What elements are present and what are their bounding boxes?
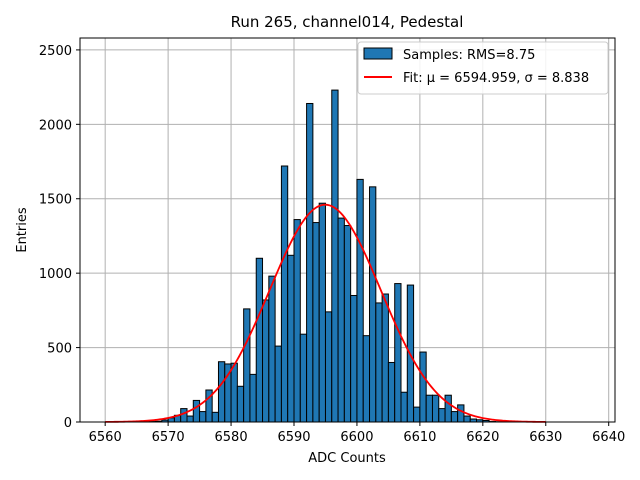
legend-frame (357, 41, 609, 95)
x-axis-label: ADC Counts (308, 451, 386, 466)
histogram-bar (211, 411, 219, 423)
legend-label-samples: Samples: RMS=8.75 (403, 48, 535, 63)
histogram-bar (236, 385, 245, 423)
x-tick-label: 6560 (89, 430, 122, 445)
histogram-bar (312, 222, 320, 423)
histogram-bar (444, 394, 452, 423)
histogram-bar (419, 351, 427, 423)
histogram-bar (262, 299, 270, 423)
histogram-bar (450, 411, 459, 423)
histogram-bar (243, 308, 251, 423)
x-tick-label: 6590 (277, 430, 310, 445)
histogram-bar (186, 415, 194, 423)
histogram-bar (369, 186, 377, 423)
histogram-bar (337, 217, 345, 423)
y-tick-label: 0 (64, 416, 72, 431)
histogram-bar (463, 415, 471, 423)
histogram-bar (255, 257, 264, 423)
y-tick-label: 1500 (39, 193, 72, 208)
histogram-bar (431, 394, 440, 423)
fit-curve-group (105, 203, 546, 423)
x-tick-label: 6570 (152, 430, 185, 445)
y-tick-label: 2500 (39, 44, 72, 59)
x-axis-ticks: 6560 6570 6580 6590 6600 6610 6620 6630 6640 (89, 422, 625, 445)
y-tick-label: 2000 (39, 118, 72, 133)
x-tick-label: 6600 (340, 430, 373, 445)
x-tick-label: 6640 (592, 430, 625, 445)
histogram-bar (249, 373, 257, 423)
x-tick-label: 6620 (466, 430, 499, 445)
histogram-bar (299, 333, 308, 423)
y-tick-label: 1000 (39, 267, 72, 282)
histogram-bar (217, 361, 226, 423)
histogram-bar (324, 311, 333, 423)
histogram-bar (425, 394, 433, 423)
histogram-bar (287, 254, 295, 423)
histogram-bar (306, 102, 314, 423)
chart-title: Run 265, channel014, Pedestal (231, 13, 464, 31)
legend: Samples: RMS=8.75 Fit: μ = 6594.959, σ =… (357, 41, 609, 95)
histogram-bar (457, 404, 465, 423)
histogram-bar (343, 225, 352, 423)
histogram-bar (280, 165, 289, 423)
y-axis-label: Entries (15, 207, 30, 253)
histogram-bar (381, 293, 389, 423)
histogram-bar (413, 406, 421, 423)
fit-curve (105, 203, 546, 423)
histogram-bar (199, 411, 207, 423)
histogram-bar (350, 294, 358, 423)
histogram-bar (318, 202, 326, 423)
histogram-bar (293, 219, 301, 423)
histogram-bar (387, 361, 396, 423)
histogram-bar (268, 275, 276, 423)
histogram-bar (400, 391, 408, 423)
histogram-bar (274, 345, 282, 423)
histogram-bar (438, 408, 446, 423)
histogram-bar (192, 399, 201, 423)
histogram-bar (356, 178, 364, 423)
x-tick-label: 6580 (215, 430, 248, 445)
x-tick-label: 6630 (529, 430, 562, 445)
plot-frame (79, 37, 616, 423)
histogram-bar (230, 362, 238, 423)
y-axis-ticks: 0 500 1000 1500 2000 2500 (39, 44, 80, 431)
histogram-bar (362, 335, 371, 423)
x-tick-label: 6610 (403, 430, 436, 445)
y-tick-label: 500 (47, 342, 72, 357)
histogram-bar (375, 302, 383, 423)
histogram-bar (394, 283, 402, 423)
histogram-bar (180, 408, 188, 423)
legend-label-fit: Fit: μ = 6594.959, σ = 8.838 (403, 71, 589, 86)
histogram-bar (331, 89, 339, 423)
legend-swatch-samples (363, 47, 393, 60)
